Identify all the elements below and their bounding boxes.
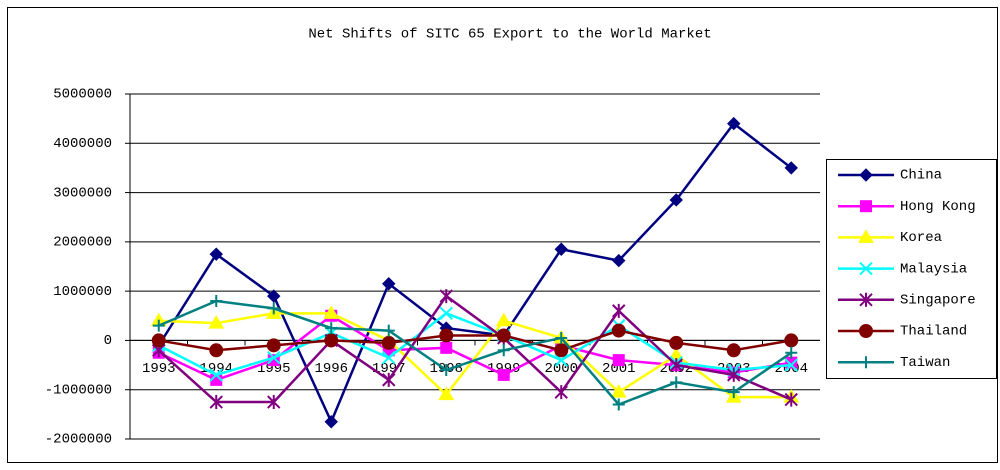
marker xyxy=(612,354,625,367)
marker xyxy=(860,200,872,213)
marker xyxy=(860,356,872,369)
legend-label: Korea xyxy=(900,230,942,246)
marker xyxy=(784,161,798,175)
marker xyxy=(555,331,568,344)
marker xyxy=(858,229,874,243)
legend-label: Taiwan xyxy=(900,355,950,371)
marker xyxy=(381,335,396,350)
marker xyxy=(496,328,511,343)
marker xyxy=(438,386,455,401)
marker xyxy=(382,277,396,291)
marker xyxy=(859,292,873,307)
marker xyxy=(669,335,684,350)
marker xyxy=(439,306,453,321)
marker xyxy=(152,319,165,332)
legend-label: Singapore xyxy=(900,293,976,309)
y-tick-label: 4000000 xyxy=(53,136,112,152)
y-tick-label: 0 xyxy=(104,333,112,349)
marker xyxy=(440,341,453,354)
marker xyxy=(784,358,798,372)
series-line xyxy=(158,311,792,377)
marker xyxy=(382,372,396,387)
marker xyxy=(859,324,873,338)
x-tick-label: 2001 xyxy=(602,361,636,377)
x-tick-label: 1995 xyxy=(257,361,291,377)
legend-label: Malaysia xyxy=(900,261,967,277)
marker xyxy=(727,386,740,399)
series-line xyxy=(158,312,792,399)
marker xyxy=(669,193,683,207)
marker xyxy=(382,324,395,337)
marker xyxy=(267,302,280,315)
y-tick-label: -1000000 xyxy=(45,382,112,398)
marker xyxy=(670,376,683,389)
legend-label: China xyxy=(900,168,942,184)
y-tick-label: 5000000 xyxy=(53,87,112,103)
marker xyxy=(267,289,281,303)
x-tick-label: 2000 xyxy=(544,361,578,377)
marker xyxy=(785,346,798,359)
marker xyxy=(554,385,568,400)
chart-title: Net Shifts of SITC 65 Export to the Worl… xyxy=(308,27,711,43)
marker xyxy=(497,368,510,381)
legend-label: Hong Kong xyxy=(900,199,976,215)
series-line xyxy=(157,294,792,404)
marker xyxy=(612,398,625,411)
marker xyxy=(610,384,627,398)
marker xyxy=(323,305,340,319)
marker xyxy=(151,333,166,348)
marker xyxy=(554,242,568,256)
legend-label: Thailand xyxy=(900,324,967,340)
marker xyxy=(859,168,873,182)
marker xyxy=(726,343,741,358)
marker xyxy=(554,353,568,367)
marker xyxy=(382,350,396,365)
marker xyxy=(495,312,512,327)
marker xyxy=(611,323,626,338)
marker xyxy=(324,333,339,348)
series-line xyxy=(158,299,792,406)
x-tick-label: 1996 xyxy=(314,361,348,377)
marker xyxy=(210,295,223,307)
series-line xyxy=(158,329,792,352)
marker xyxy=(439,328,454,343)
marker xyxy=(266,338,281,353)
marker xyxy=(727,367,741,382)
marker xyxy=(439,289,453,304)
marker xyxy=(784,333,799,348)
marker xyxy=(554,343,569,358)
marker xyxy=(267,350,281,365)
marker xyxy=(324,415,338,429)
y-tick-label: 1000000 xyxy=(53,284,112,300)
marker xyxy=(784,392,798,407)
y-tick-label: 3000000 xyxy=(53,185,112,201)
x-tick-label: 1993 xyxy=(142,361,176,377)
marker xyxy=(727,116,741,131)
marker xyxy=(209,247,223,261)
marker xyxy=(208,315,225,329)
marker xyxy=(325,322,338,335)
marker xyxy=(612,303,626,318)
marker xyxy=(669,358,683,373)
marker xyxy=(440,364,453,376)
series-line xyxy=(157,121,793,425)
marker xyxy=(267,395,281,410)
y-tick-label: -2000000 xyxy=(45,432,112,448)
marker xyxy=(209,368,223,382)
marker xyxy=(497,344,510,357)
marker xyxy=(612,253,626,268)
marker xyxy=(209,343,224,358)
marker xyxy=(209,395,223,410)
y-tick-label: 2000000 xyxy=(53,235,112,251)
marker xyxy=(859,261,873,276)
